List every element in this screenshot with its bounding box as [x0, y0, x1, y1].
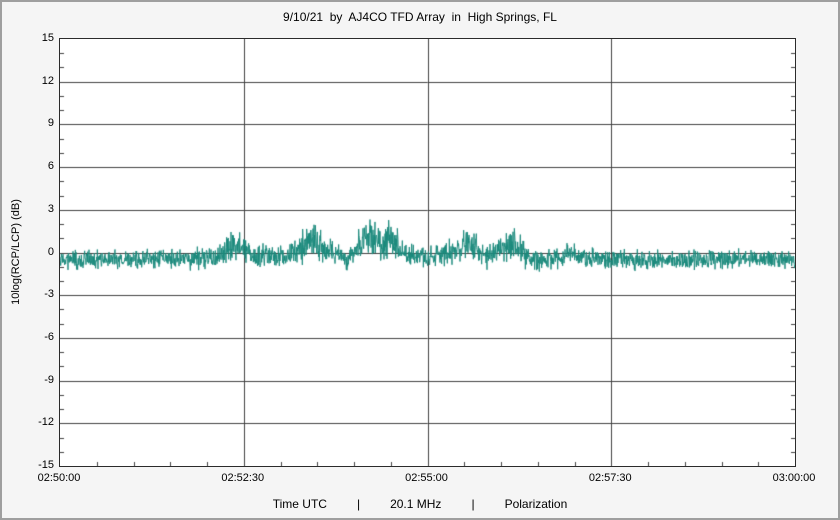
plot-area [59, 38, 796, 467]
x-tick-label: 02:52:30 [221, 472, 265, 484]
y-tick-label: -15 [38, 459, 54, 471]
footer-separator: | [356, 497, 361, 511]
x-tick-label: 02:50:00 [37, 472, 81, 484]
y-tick-label: 9 [47, 117, 54, 130]
x-axis-footer: Time UTC | 20.1 MHz | Polarization [2, 497, 838, 511]
y-tick-label: -3 [44, 288, 54, 301]
y-tick-label: 6 [47, 160, 54, 173]
chart-title: 9/10/21 by AJ4CO TFD Array in High Sprin… [283, 10, 557, 24]
y-tick-label: -12 [38, 416, 54, 429]
x-tick-label: 02:57:30 [588, 472, 632, 484]
y-tick-label: 12 [41, 74, 54, 87]
y-tick-label: -9 [44, 373, 54, 386]
footer-frequency-label: 20.1 MHz [390, 497, 442, 511]
x-tick-label: 03:00:00 [772, 472, 816, 484]
signal-canvas [60, 39, 795, 466]
y-tick-label: 3 [47, 202, 54, 215]
y-tick-label: 0 [47, 245, 54, 258]
footer-time-label: Time UTC [272, 497, 327, 511]
footer-separator: | [471, 497, 475, 511]
x-tick-label: 02:55:00 [405, 472, 448, 484]
y-tick-label: -6 [44, 330, 54, 343]
footer-polarization-label: Polarization [504, 497, 568, 511]
y-tick-label: 15 [41, 32, 54, 44]
